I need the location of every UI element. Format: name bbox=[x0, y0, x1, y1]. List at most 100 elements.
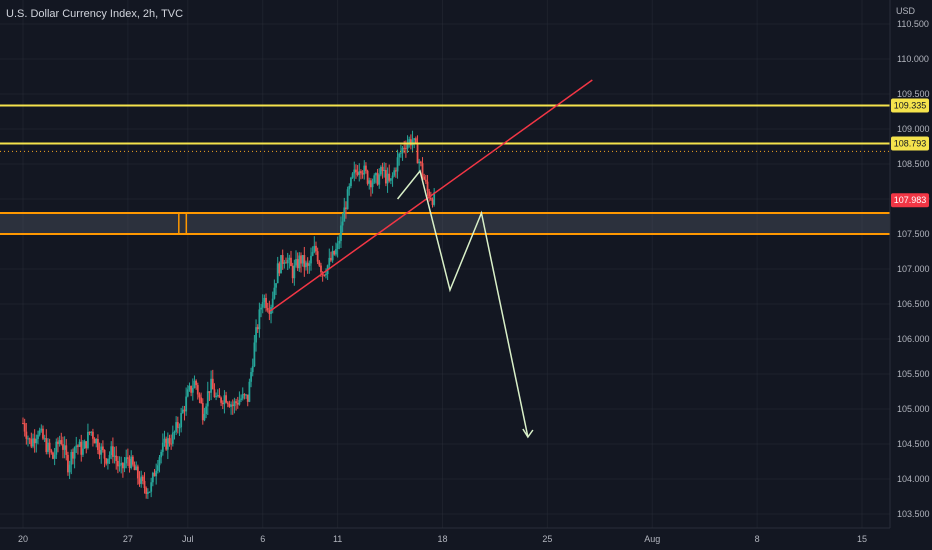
y-tick-label: 105.000 bbox=[897, 404, 930, 414]
candle-body bbox=[260, 307, 262, 310]
candle-body bbox=[88, 431, 91, 433]
x-tick-label: 20 bbox=[18, 534, 28, 544]
candle-body bbox=[300, 255, 302, 264]
candle-body bbox=[47, 442, 49, 453]
candle-body bbox=[220, 397, 222, 403]
candle-body bbox=[106, 458, 109, 464]
candle-body bbox=[241, 394, 244, 399]
trendline[interactable] bbox=[269, 79, 593, 312]
candle-body bbox=[58, 440, 61, 445]
projection-path[interactable] bbox=[396, 169, 529, 438]
candle-body bbox=[150, 482, 153, 492]
candle-body bbox=[225, 395, 227, 403]
candle-body bbox=[160, 451, 163, 458]
candle-body bbox=[80, 441, 83, 455]
price-badge-label: 109.335 bbox=[894, 101, 927, 111]
x-tick-label: 6 bbox=[260, 534, 265, 544]
price-axis[interactable]: 110.500110.000109.500109.000108.500108.0… bbox=[897, 19, 930, 519]
candle-body bbox=[311, 252, 314, 256]
candle-body bbox=[389, 178, 392, 181]
candle-body bbox=[130, 456, 133, 469]
candle-body bbox=[428, 191, 431, 198]
candle-body bbox=[38, 430, 41, 435]
candle-body bbox=[176, 422, 179, 428]
candle-body bbox=[236, 402, 239, 405]
candle-body bbox=[63, 445, 66, 450]
candle-body bbox=[215, 396, 218, 398]
candle-body bbox=[67, 454, 69, 473]
candle-body bbox=[401, 147, 404, 153]
candle-body bbox=[148, 491, 151, 493]
candle-body bbox=[163, 438, 166, 443]
candle-body bbox=[323, 274, 326, 276]
candle-body bbox=[165, 438, 168, 450]
candle-body bbox=[366, 170, 369, 184]
candle-body bbox=[102, 446, 104, 450]
candle-body bbox=[413, 138, 416, 140]
candle-body bbox=[90, 431, 93, 433]
candle-body bbox=[82, 448, 84, 455]
candle-body bbox=[429, 197, 432, 200]
candle-body bbox=[171, 432, 174, 444]
drawing-annotations bbox=[269, 79, 593, 439]
candle-body bbox=[286, 259, 289, 264]
candle-body bbox=[426, 181, 429, 192]
candle-body bbox=[87, 431, 89, 449]
candle-body bbox=[48, 442, 51, 451]
candle-body bbox=[33, 438, 36, 444]
x-tick-label: Aug bbox=[644, 534, 660, 544]
candle-body bbox=[265, 297, 267, 308]
candle-body bbox=[170, 443, 173, 445]
candle-body bbox=[213, 389, 216, 398]
candle-body bbox=[325, 274, 327, 276]
price-badge-label: 107.983 bbox=[894, 195, 927, 205]
candle-body bbox=[65, 445, 68, 455]
candle-body bbox=[340, 225, 342, 241]
candle-body bbox=[161, 442, 164, 452]
candle-body bbox=[77, 445, 79, 447]
candle-body bbox=[110, 446, 113, 456]
candle-body bbox=[111, 446, 114, 457]
candle-body bbox=[97, 438, 99, 451]
candle-body bbox=[43, 438, 46, 440]
chart-title: U.S. Dollar Currency Index, 2h, TVC bbox=[6, 8, 183, 20]
candle-body bbox=[386, 173, 389, 184]
candle-body bbox=[363, 165, 366, 175]
candle-body bbox=[206, 391, 209, 407]
candle-body bbox=[251, 366, 254, 373]
candle-body bbox=[373, 175, 376, 183]
candle-body bbox=[261, 302, 264, 308]
candle-body bbox=[256, 327, 259, 330]
candle-body bbox=[131, 456, 134, 465]
candle-body bbox=[343, 207, 346, 222]
candle-body bbox=[125, 457, 128, 464]
time-axis[interactable]: 20 27 Jul 6 11 18 25 Aug 8 15 bbox=[18, 534, 867, 544]
candle-body bbox=[196, 385, 199, 395]
x-tick-label: 15 bbox=[857, 534, 867, 544]
candle-body bbox=[310, 255, 312, 264]
candle-body bbox=[68, 464, 71, 473]
candle-body bbox=[175, 422, 178, 432]
candle-body bbox=[406, 143, 409, 149]
candle-body bbox=[303, 255, 306, 268]
candle-body bbox=[318, 261, 321, 266]
unit-label: USD bbox=[896, 6, 916, 16]
y-tick-label: 110.000 bbox=[897, 54, 929, 64]
candle-body bbox=[226, 402, 229, 404]
x-tick-label: 11 bbox=[333, 534, 342, 544]
candle-body bbox=[190, 385, 193, 393]
candle-body bbox=[158, 457, 161, 466]
candle-body bbox=[380, 166, 382, 175]
candle-body bbox=[388, 173, 391, 181]
candle-body bbox=[37, 434, 39, 439]
price-badges: 109.335 108.793 107.983 bbox=[891, 98, 929, 208]
candle-body bbox=[295, 259, 297, 266]
y-tick-label: 110.500 bbox=[897, 19, 929, 29]
candle-body bbox=[335, 249, 337, 255]
candle-body bbox=[178, 427, 181, 429]
y-tick-label: 109.000 bbox=[897, 124, 930, 134]
candle-body bbox=[57, 441, 59, 445]
candle-body bbox=[40, 428, 43, 431]
candle-body bbox=[211, 378, 214, 390]
